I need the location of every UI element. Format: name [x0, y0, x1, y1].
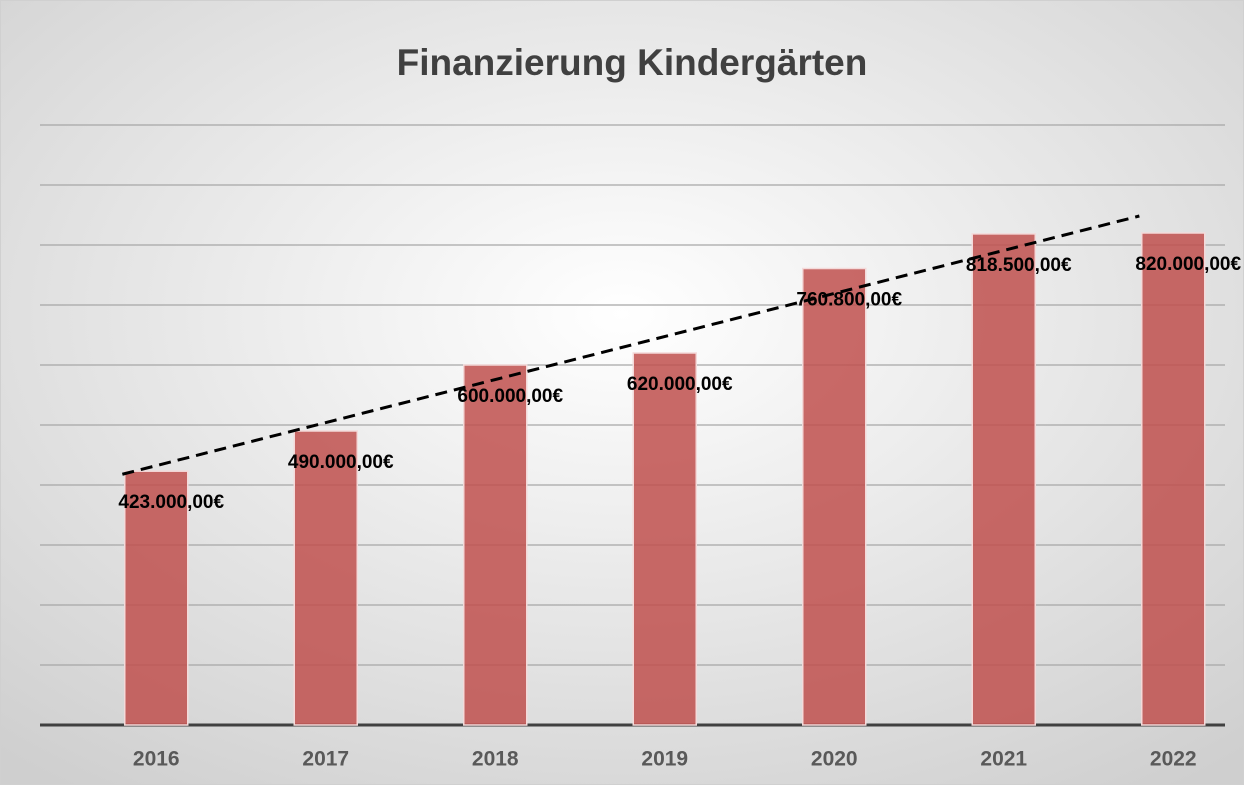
trendline [121, 214, 1140, 476]
data-label: 760.800,00€ [796, 290, 902, 311]
x-tick-label: 2019 [641, 748, 688, 771]
bar [293, 430, 358, 726]
bar [632, 352, 697, 726]
x-tick-label: 2018 [472, 748, 519, 771]
data-label: 490.000,00€ [288, 452, 394, 473]
data-label: 600.000,00€ [457, 386, 563, 407]
bar [463, 364, 528, 726]
data-label: 820.000,00€ [1135, 254, 1241, 275]
data-label: 818.500,00€ [966, 255, 1072, 276]
x-tick-label: 2017 [302, 748, 349, 771]
data-label: 620.000,00€ [627, 374, 733, 395]
data-label: 423.000,00€ [118, 492, 224, 513]
bar [1141, 232, 1206, 726]
x-tick-label: 2021 [980, 748, 1027, 771]
bar [971, 233, 1036, 726]
chart-title: Finanzierung Kindergärten [397, 42, 868, 83]
x-tick-label: 2020 [811, 748, 858, 771]
bar [802, 267, 867, 726]
x-tick-label: 2016 [133, 748, 180, 771]
x-tick-label: 2022 [1150, 748, 1197, 771]
bar [124, 470, 189, 726]
